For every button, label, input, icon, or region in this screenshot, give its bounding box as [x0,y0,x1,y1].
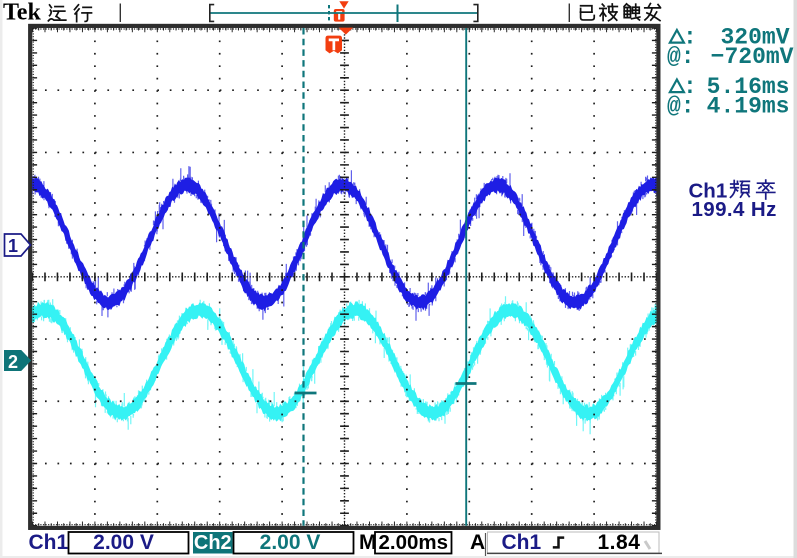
svg-text:199.4 Hz: 199.4 Hz [692,198,777,221]
svg-text:Ch1: Ch1 [29,531,69,554]
svg-text:2: 2 [8,352,18,372]
svg-text::: : [683,74,697,100]
svg-text:@:: @: [667,44,695,70]
svg-text:Ch1: Ch1 [502,531,542,554]
svg-text:320mV: 320mV [720,24,789,50]
svg-text:5.16ms: 5.16ms [707,74,790,100]
svg-text:4.19ms: 4.19ms [707,94,790,120]
svg-text:M: M [359,531,377,554]
svg-text:Ch1: Ch1 [689,180,728,203]
svg-text:2.00ms: 2.00ms [379,531,449,554]
svg-text:1.84: 1.84 [598,531,641,554]
svg-text:2.00 V: 2.00 V [93,531,154,554]
svg-text:Tek: Tek [3,0,41,26]
svg-text:2.00 V: 2.00 V [260,531,321,554]
svg-text:1: 1 [8,236,18,256]
svg-text::: : [683,24,697,50]
svg-text:−720mV: −720mV [711,44,794,70]
svg-text:Ch2: Ch2 [194,532,232,554]
svg-text:@:: @: [667,94,695,120]
svg-text:A: A [470,531,485,554]
